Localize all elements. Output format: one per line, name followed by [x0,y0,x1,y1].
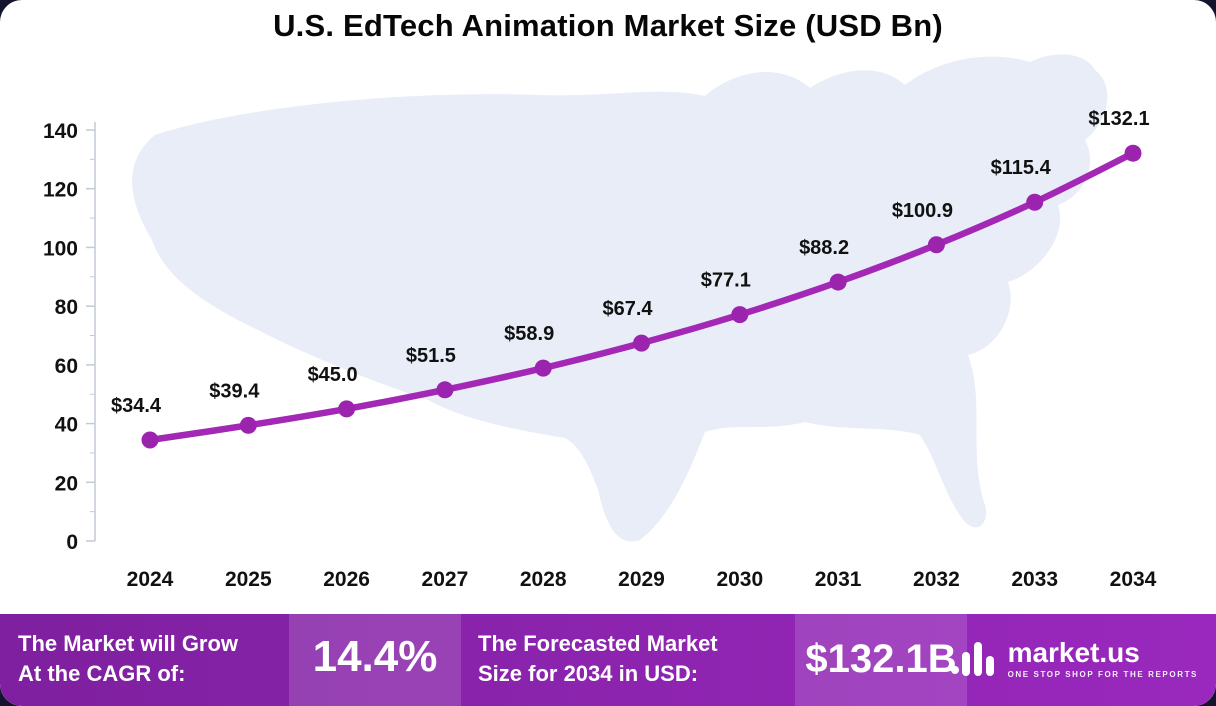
data-point-marker [436,381,454,399]
point-label: $39.4 [209,380,260,402]
data-point-marker [1124,144,1142,162]
point-label: $45.0 [308,364,358,386]
brand-lockup: market.us ONE STOP SHOP FOR THE REPORTS [949,634,1198,682]
y-tick-label: 80 [55,296,78,319]
data-point-marker [141,431,159,449]
x-tick-label: 2034 [1110,568,1157,591]
data-point-marker [338,400,356,418]
chart-title: U.S. EdTech Animation Market Size (USD B… [273,8,943,43]
x-tick-label: 2024 [127,568,174,591]
data-point-marker [731,306,749,324]
brand-text: market.us ONE STOP SHOP FOR THE REPORTS [1007,636,1198,679]
y-tick-label: 20 [55,472,78,495]
data-point-marker [829,273,847,291]
y-tick-label: 40 [55,414,78,437]
brand-name: market.us [1007,636,1140,668]
point-label: $67.4 [602,298,653,320]
forecast-highlight-band [795,614,967,706]
y-tick-label: 60 [55,355,78,378]
point-label: $88.2 [799,237,849,259]
data-point-marker [927,236,945,254]
x-tick-label: 2031 [815,568,862,591]
market-us-logo-icon [950,642,994,676]
cagr-label-line2: At the CAGR of: [18,661,186,686]
x-tick-label: 2025 [225,568,272,591]
forecast-label-line2: Size for 2034 in USD: [478,661,699,686]
point-label: $115.4 [991,157,1052,179]
x-tick-label: 2028 [520,568,567,591]
point-label: $58.9 [504,323,554,345]
y-axis-labels: 0 20 40 60 80 100 120 140 [43,120,78,554]
x-tick-label: 2029 [618,568,665,591]
y-axis [86,122,96,542]
point-label: $51.5 [406,345,456,367]
forecast-label-line1: The Forecasted Market [478,631,718,656]
stats-banner: The Market will Grow At the CAGR of: 14.… [0,614,1216,706]
x-axis-labels: 2024 2025 2026 2027 2028 2029 2030 2031 2032 2033… [127,568,1157,591]
data-point-marker [1026,193,1044,211]
data-points [141,144,1142,449]
data-point-marker [239,416,257,434]
forecast-value: $132.1B [805,637,957,681]
x-tick-label: 2026 [323,568,370,591]
y-tick-label: 120 [43,179,78,202]
cagr-label: The Market will Grow At the CAGR of: [18,629,238,689]
data-labels: $34.4 $39.4 $45.0 $51.5 $58.9 $67.4 $77.1 $88.2… [111,108,1150,417]
x-tick-label: 2033 [1011,568,1058,591]
point-label: $34.4 [111,395,162,417]
cagr-value: 14.4% [312,632,438,681]
y-tick-label: 0 [66,531,78,554]
x-tick-label: 2027 [422,568,469,591]
x-tick-label: 2030 [716,568,763,591]
cagr-highlight-band [289,614,461,706]
data-point-marker [633,334,650,352]
point-label: $132.1 [1088,108,1149,130]
x-tick-label: 2032 [913,568,960,591]
us-map-silhouette [132,54,1108,542]
point-label: $77.1 [701,270,751,292]
y-tick-label: 140 [43,120,78,143]
forecast-label: The Forecasted Market Size for 2034 in U… [478,629,718,689]
cagr-label-line1: The Market will Grow [18,631,239,656]
point-label: $100.9 [892,200,953,222]
y-tick-label: 100 [43,237,78,260]
brand-tagline: ONE STOP SHOP FOR THE REPORTS [1007,669,1198,679]
data-point-marker [534,359,552,377]
